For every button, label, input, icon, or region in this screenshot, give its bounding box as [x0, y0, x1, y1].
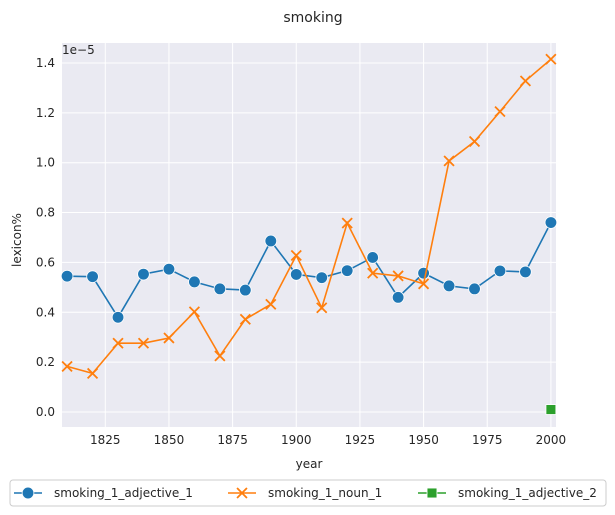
y-axis-label: lexicon%	[10, 213, 24, 267]
data-point	[391, 291, 405, 304]
y-tick-label: 0.6	[36, 255, 55, 269]
x-tick-label: 1950	[408, 433, 439, 447]
data-point	[417, 266, 430, 280]
legend-marker	[236, 487, 248, 499]
data-point	[137, 267, 150, 281]
data-point	[442, 279, 456, 293]
data-point	[392, 270, 404, 282]
data-point	[545, 404, 557, 415]
data-point	[239, 313, 251, 325]
x-tick-label: 1825	[90, 433, 121, 447]
plot-area	[62, 43, 556, 427]
data-point	[188, 275, 201, 289]
y-offset-label: 1e−5	[62, 43, 95, 57]
legend-marker	[21, 486, 35, 500]
y-axis-ticks: 0.0 0.2 0.4 0.6 0.8 1.0 1.2 1.4	[36, 56, 55, 419]
data-point	[468, 282, 481, 296]
data-point	[367, 267, 379, 279]
legend-frame	[9, 479, 607, 507]
data-point	[265, 298, 277, 310]
series-layer	[60, 53, 558, 415]
data-point	[188, 306, 200, 318]
x-tick-label: 1875	[217, 433, 248, 447]
x-tick-label: 1975	[472, 433, 503, 447]
x-tick-label: 2000	[536, 433, 567, 447]
data-point	[443, 155, 455, 167]
data-point	[239, 283, 252, 297]
legend-label: smoking_1_adjective_2	[458, 486, 597, 500]
y-tick-label: 1.2	[36, 106, 55, 120]
x-axis-ticks: 1825 1850 1875 1900 1925 1950 1975 2000	[90, 433, 566, 447]
data-point	[61, 360, 73, 372]
data-point	[60, 269, 74, 283]
data-point	[341, 217, 353, 229]
legend-item: smoking_1_adjective_1	[14, 486, 193, 500]
y-tick-label: 0.4	[36, 305, 55, 319]
legend-item: smoking_1_noun_1	[228, 486, 382, 500]
data-point	[213, 282, 227, 296]
y-tick-label: 0.2	[36, 355, 55, 369]
y-tick-label: 0.0	[36, 405, 55, 419]
x-tick-label: 1850	[154, 433, 185, 447]
legend-items: smoking_1_adjective_1 smoking_1_noun_1 smo…	[14, 486, 597, 500]
data-point	[315, 271, 328, 284]
data-point	[494, 105, 506, 118]
data-point	[264, 234, 278, 248]
x-axis-label: year	[296, 457, 323, 471]
legend-marker	[426, 487, 438, 499]
data-point	[137, 337, 150, 349]
series-smoking_1_adjective_2	[545, 404, 557, 415]
data-point	[468, 135, 481, 148]
x-tick-label: 1925	[345, 433, 376, 447]
data-point	[111, 311, 125, 324]
legend-label: smoking_1_noun_1	[268, 486, 382, 500]
data-point	[86, 270, 99, 283]
data-point	[162, 262, 176, 276]
data-point	[545, 53, 557, 65]
data-point	[290, 268, 303, 281]
y-tick-label: 1.4	[36, 56, 55, 70]
data-point	[112, 337, 124, 349]
legend: smoking_1_adjective_1 smoking_1_noun_1 smo…	[9, 479, 607, 507]
series-smoking_1_adjective_1	[60, 216, 558, 324]
data-point	[366, 251, 379, 264]
chart-title: smoking	[283, 10, 342, 26]
x-tick-label: 1900	[281, 433, 312, 447]
y-tick-label: 1.0	[36, 156, 55, 170]
data-point	[163, 332, 175, 344]
data-point	[493, 264, 507, 278]
data-point	[418, 278, 430, 290]
legend-item: smoking_1_adjective_2	[418, 486, 597, 500]
data-point	[214, 350, 226, 362]
legend-label: smoking_1_adjective_1	[54, 486, 193, 500]
y-tick-label: 0.8	[36, 206, 55, 220]
data-point	[86, 367, 99, 379]
data-point	[290, 249, 302, 262]
series-smoking_1_noun_1	[61, 53, 557, 379]
data-point	[340, 264, 354, 277]
data-point	[316, 302, 328, 314]
data-point	[519, 75, 532, 87]
data-point	[544, 216, 558, 229]
grid-lines	[62, 43, 556, 427]
data-point	[519, 265, 532, 279]
